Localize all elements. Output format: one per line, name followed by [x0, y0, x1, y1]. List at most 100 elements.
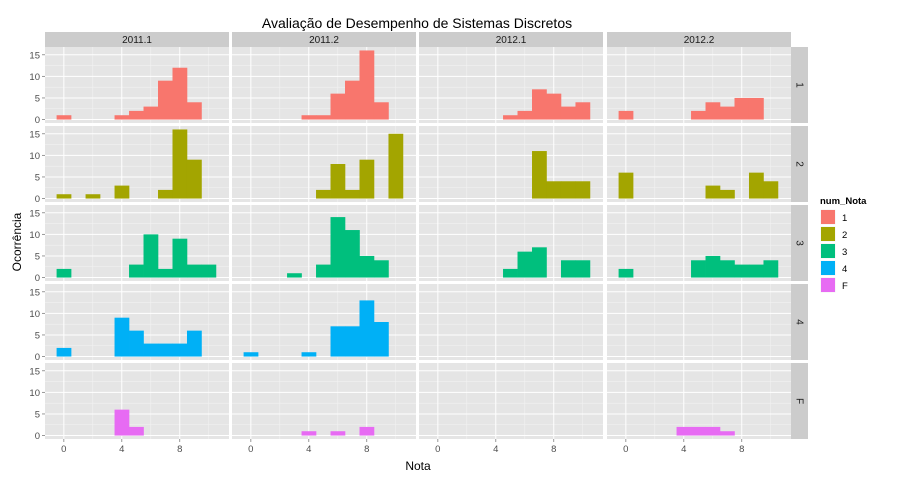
histogram-bar: [143, 234, 159, 278]
legend-label: 2: [842, 230, 847, 241]
histogram-bar: [172, 343, 188, 357]
facet-panel: 0 4 8: [607, 363, 791, 455]
x-tick-label: 8: [739, 444, 744, 455]
y-tick-label: 5: [35, 330, 40, 341]
histogram-bar: [158, 268, 173, 278]
histogram-bar: [345, 230, 360, 278]
histogram-bar: [330, 164, 346, 199]
histogram-bar: [618, 268, 634, 278]
y-tick-label: 5: [35, 409, 40, 420]
facet-panel: [232, 205, 416, 281]
row-strip: [791, 126, 808, 202]
histogram-bar: [691, 260, 706, 278]
histogram-bar: [546, 93, 562, 120]
x-tick-label: 4: [119, 444, 124, 455]
row-strip-label: 1: [794, 82, 805, 88]
histogram-bar: [705, 255, 721, 278]
histogram-bar: [517, 110, 533, 120]
facet-panel: 0 4 8: [232, 363, 416, 455]
x-tick-label: 4: [681, 444, 686, 455]
column-strip-label: 2012.1: [496, 35, 527, 46]
facet-panel: [232, 126, 416, 202]
column-strip-label: 2012.2: [684, 35, 715, 46]
histogram-bar: [532, 151, 547, 199]
histogram-bar: [532, 247, 547, 278]
histogram-bar: [316, 189, 331, 199]
histogram-bar: [560, 106, 576, 120]
histogram-bar: [114, 409, 130, 436]
histogram-bar: [143, 343, 159, 357]
legend-swatch: [821, 244, 835, 258]
histogram-bar: [56, 347, 72, 357]
column-strip: [607, 32, 791, 47]
histogram-bar: [763, 260, 779, 278]
histogram-bar: [201, 264, 217, 278]
facet-panel: 0 5 10 15: [29, 284, 229, 363]
histogram-bar: [720, 431, 735, 436]
y-tick-label: 0: [35, 352, 40, 363]
facet-panel: 0 5 10 15: [29, 126, 229, 205]
histogram-bar: [373, 260, 389, 278]
histogram-bar: [114, 317, 130, 357]
facet-panel: [419, 126, 603, 202]
histogram-bar: [172, 238, 188, 278]
histogram-bar: [359, 426, 375, 436]
facet-panel: 0 5 10 15: [29, 205, 229, 284]
facet-panel: [607, 205, 791, 281]
row-strip-label: F: [794, 398, 805, 404]
histogram-bar: [243, 352, 259, 357]
y-tick-label: 5: [35, 93, 40, 104]
y-tick-label: 10: [29, 309, 40, 320]
histogram-bar: [748, 172, 764, 199]
row-strip: [791, 363, 808, 439]
histogram-bar: [186, 102, 202, 120]
facet-panel: [419, 205, 603, 281]
x-tick-label: 0: [623, 444, 628, 455]
histogram-bar: [734, 264, 750, 278]
histogram-bar: [56, 194, 72, 199]
column-strip: [45, 32, 229, 47]
facet-panels: 2011.1 2011.2 2012.1 2012.2 1 2 3 4 F 0 5 10 15 0 5 10 1…: [29, 32, 808, 455]
row-strip-label: 4: [794, 319, 805, 325]
y-tick-label: 0: [35, 115, 40, 126]
legend-swatch: [821, 210, 835, 224]
histogram-bar: [330, 217, 346, 278]
histogram-bar: [359, 159, 375, 199]
histogram-bar: [330, 431, 346, 436]
y-tick-label: 5: [35, 251, 40, 262]
histogram-bar: [56, 115, 72, 120]
y-tick-label: 0: [35, 194, 40, 205]
legend-swatch: [821, 227, 835, 241]
y-tick-label: 15: [29, 287, 40, 298]
histogram-bar: [158, 189, 173, 199]
x-tick-label: 8: [551, 444, 556, 455]
histogram-bar: [503, 115, 518, 120]
histogram-bar: [691, 426, 706, 436]
row-strip: [791, 47, 808, 123]
histogram-bar: [359, 50, 375, 120]
histogram-bar: [720, 106, 735, 120]
histogram-bar: [158, 80, 173, 120]
histogram-bar: [56, 268, 72, 278]
histogram-bar: [748, 264, 764, 278]
histogram-bar: [705, 426, 721, 436]
histogram-bar: [114, 185, 130, 199]
histogram-bar: [316, 264, 331, 278]
histogram-bar: [186, 264, 202, 278]
legend-swatch: [821, 261, 835, 275]
histogram-bar: [345, 80, 360, 120]
histogram-bar: [720, 189, 735, 199]
facet-panel: [607, 126, 791, 202]
legend-label: F: [842, 281, 848, 292]
histogram-bar: [301, 352, 317, 357]
histogram-bar: [560, 181, 576, 199]
facet-panel: [232, 47, 416, 123]
histogram-bar: [143, 106, 159, 120]
histogram-bar: [172, 129, 188, 199]
facet-panel: 0 5 10 15 0 4 8: [29, 363, 229, 455]
panel-background: [45, 363, 229, 439]
histogram-bar: [575, 181, 591, 199]
y-tick-label: 0: [35, 273, 40, 284]
